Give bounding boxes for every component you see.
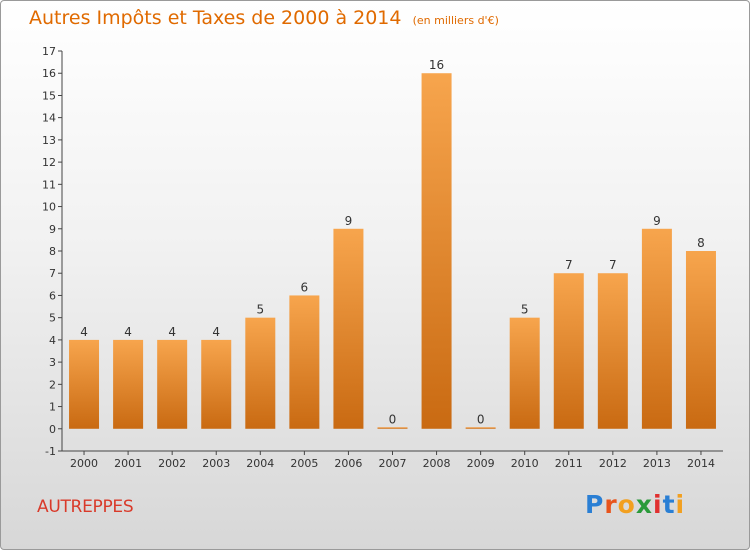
x-tick-label: 2012 [599, 457, 627, 470]
y-tick-label: 2 [49, 378, 56, 391]
y-tick-label: 14 [42, 112, 56, 125]
y-tick-label: 17 [42, 45, 56, 58]
bar [113, 339, 144, 429]
bar [641, 228, 672, 429]
y-tick-label: 13 [42, 134, 56, 147]
bar [553, 273, 584, 429]
commune-name: AUTREPPES [37, 497, 134, 517]
data-label: 0 [389, 412, 397, 426]
bar [201, 339, 232, 429]
x-tick-label: 2004 [246, 457, 274, 470]
x-tick-label: 2011 [555, 457, 583, 470]
chart-title: Autres Impôts et Taxes de 2000 à 2014 (e… [29, 7, 499, 29]
bar [69, 339, 100, 429]
y-tick-label: 15 [42, 89, 56, 102]
data-label: 4 [168, 325, 176, 339]
y-tick-label: 11 [42, 178, 56, 191]
data-label: 4 [212, 325, 220, 339]
chart-title-main: Autres Impôts et Taxes de 2000 à 2014 [29, 7, 402, 29]
data-label: 4 [80, 325, 88, 339]
data-label: 5 [256, 303, 264, 317]
data-label: 0 [477, 412, 485, 426]
y-tick-label: 10 [42, 201, 56, 214]
data-label: 6 [301, 280, 309, 294]
x-tick-label: 2009 [467, 457, 495, 470]
data-label: 16 [429, 58, 444, 72]
x-tick-label: 2005 [290, 457, 318, 470]
x-tick-label: 2006 [334, 457, 362, 470]
data-label: 9 [345, 214, 353, 228]
logo-letter: i [653, 490, 663, 519]
logo-letter: P [585, 490, 605, 519]
proxiti-logo: Proxiti [585, 490, 685, 519]
logo-letter: t [662, 490, 676, 519]
data-label: 7 [609, 258, 617, 272]
y-tick-label: 1 [49, 401, 56, 414]
y-tick-label: 12 [42, 156, 56, 169]
bar [421, 73, 452, 429]
y-tick-label: 5 [49, 312, 56, 325]
bar [245, 317, 276, 429]
x-tick-label: 2003 [202, 457, 230, 470]
bar [509, 317, 540, 429]
bar [333, 228, 364, 429]
x-tick-label: 2013 [643, 457, 671, 470]
y-tick-label: 0 [49, 423, 56, 436]
x-tick-label: 2000 [70, 457, 98, 470]
bar [377, 427, 408, 429]
bar [289, 295, 320, 429]
y-tick-label: 9 [49, 223, 56, 236]
logo-letter: x [635, 490, 653, 519]
y-tick-label: 16 [42, 67, 56, 80]
x-tick-label: 2010 [511, 457, 539, 470]
y-tick-label: 4 [49, 334, 56, 347]
data-labels-group: 4 4 4 4 5 6 9 0 16 0 5 7 7 9 8 [80, 58, 705, 426]
y-tick-label: 6 [49, 289, 56, 302]
bar [685, 251, 716, 429]
bars-group [69, 73, 716, 429]
logo-letter: r [604, 490, 618, 519]
y-tick-label: -1 [45, 445, 56, 458]
logo-letter: i [675, 490, 686, 519]
y-tick-label: 7 [49, 267, 56, 280]
data-label: 7 [565, 258, 573, 272]
data-label: 5 [521, 303, 529, 317]
x-tick-label: 2008 [423, 457, 451, 470]
chart-title-unit: (en milliers d'€) [412, 14, 499, 27]
bar [157, 339, 188, 429]
y-tick-label: 3 [49, 356, 56, 369]
logo-letter: o [617, 490, 636, 519]
bar [597, 273, 628, 429]
x-tick-label: 2002 [158, 457, 186, 470]
data-label: 9 [653, 214, 661, 228]
y-tick-label: 8 [49, 245, 56, 258]
x-tick-label: 2014 [687, 457, 715, 470]
data-label: 8 [697, 236, 705, 250]
data-label: 4 [124, 325, 132, 339]
bar [465, 427, 496, 429]
x-tick-label: 2007 [379, 457, 407, 470]
x-tick-label: 2001 [114, 457, 142, 470]
